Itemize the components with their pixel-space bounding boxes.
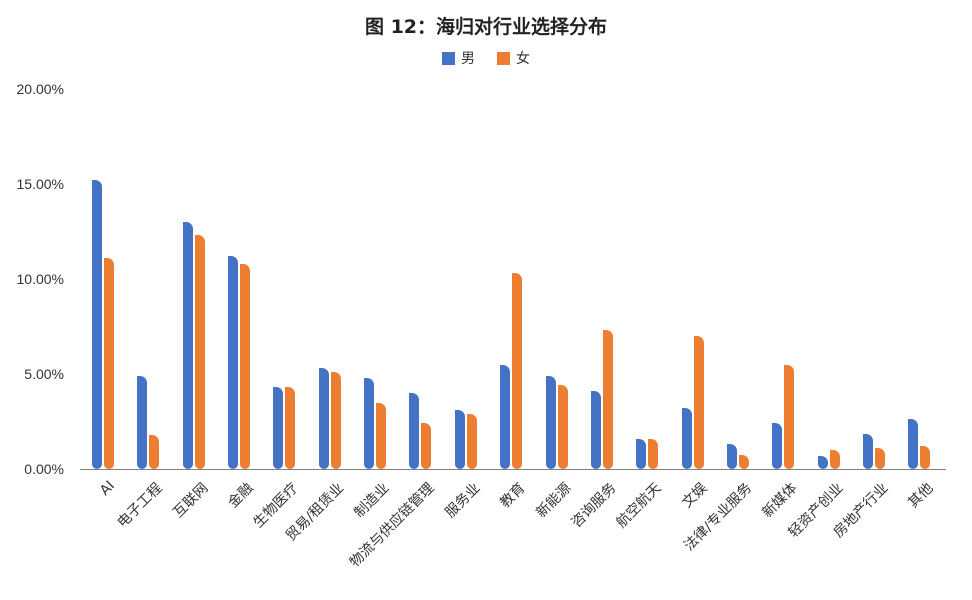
x-tick-label: 航空航天 <box>613 480 665 532</box>
x-tick-label: 服务业 <box>442 480 484 522</box>
y-tick-15: 15.00% <box>16 176 64 192</box>
bar-female <box>240 263 251 469</box>
bar-male <box>817 455 828 469</box>
bar-female <box>602 330 613 469</box>
bar-female <box>829 450 840 469</box>
bar-male <box>409 393 420 469</box>
bar-male <box>681 408 692 469</box>
bar-female <box>285 387 296 469</box>
y-tick-20: 20.00% <box>16 81 64 97</box>
bar-male <box>862 433 873 469</box>
bar-female <box>421 423 432 469</box>
legend-item-male: 男 <box>442 48 475 68</box>
bar-female <box>149 434 160 469</box>
legend-swatch-male <box>442 51 455 65</box>
bar-male <box>726 444 737 469</box>
legend-label-male: 男 <box>461 51 475 67</box>
legend-swatch-female <box>497 51 510 65</box>
bar-male <box>636 438 647 469</box>
x-tick-label: 金融 <box>225 480 257 512</box>
bar-female <box>330 372 341 469</box>
x-axis-line <box>80 469 946 470</box>
bar-female <box>466 413 477 469</box>
bar-male <box>590 391 601 469</box>
bar-female <box>784 364 795 469</box>
y-tick-10: 10.00% <box>16 271 64 287</box>
bar-female <box>693 336 704 469</box>
y-tick-0: 0.00% <box>24 461 64 477</box>
bar-male <box>908 418 919 469</box>
bar-female <box>557 385 568 469</box>
bar-male <box>364 377 375 469</box>
bar-female <box>512 273 523 469</box>
x-tick-label: 文娱 <box>678 480 710 512</box>
bar-female <box>920 446 931 469</box>
bar-male <box>137 375 148 469</box>
x-tick-label: 其他 <box>905 480 937 512</box>
chart-title: 图 12：海归对行业选择分布 <box>364 16 608 38</box>
bar-female <box>648 438 659 469</box>
bar-female <box>104 258 114 469</box>
x-tick-label: 咨询服务 <box>568 480 620 532</box>
bar-male <box>500 364 511 469</box>
bar-male <box>182 222 193 469</box>
x-tick-label: 电子工程 <box>114 480 166 532</box>
x-tick-label: AI <box>97 478 119 500</box>
bar-female <box>194 235 205 469</box>
x-tick-label: 互联网 <box>170 480 212 522</box>
bar-male <box>273 387 284 469</box>
bar-male <box>545 375 556 469</box>
bar-female <box>376 402 387 469</box>
bar-male <box>228 256 239 469</box>
y-tick-5: 5.00% <box>24 366 64 382</box>
bar-male <box>454 410 465 469</box>
bar-male <box>772 423 783 469</box>
x-tick-label: 教育 <box>497 480 529 512</box>
legend-label-female: 女 <box>516 51 530 67</box>
legend: 男 女 <box>0 48 972 68</box>
bar-male <box>92 180 102 469</box>
legend-item-female: 女 <box>497 48 530 68</box>
bar-male <box>318 368 329 469</box>
bar-female <box>738 454 749 469</box>
bar-female <box>874 448 885 469</box>
